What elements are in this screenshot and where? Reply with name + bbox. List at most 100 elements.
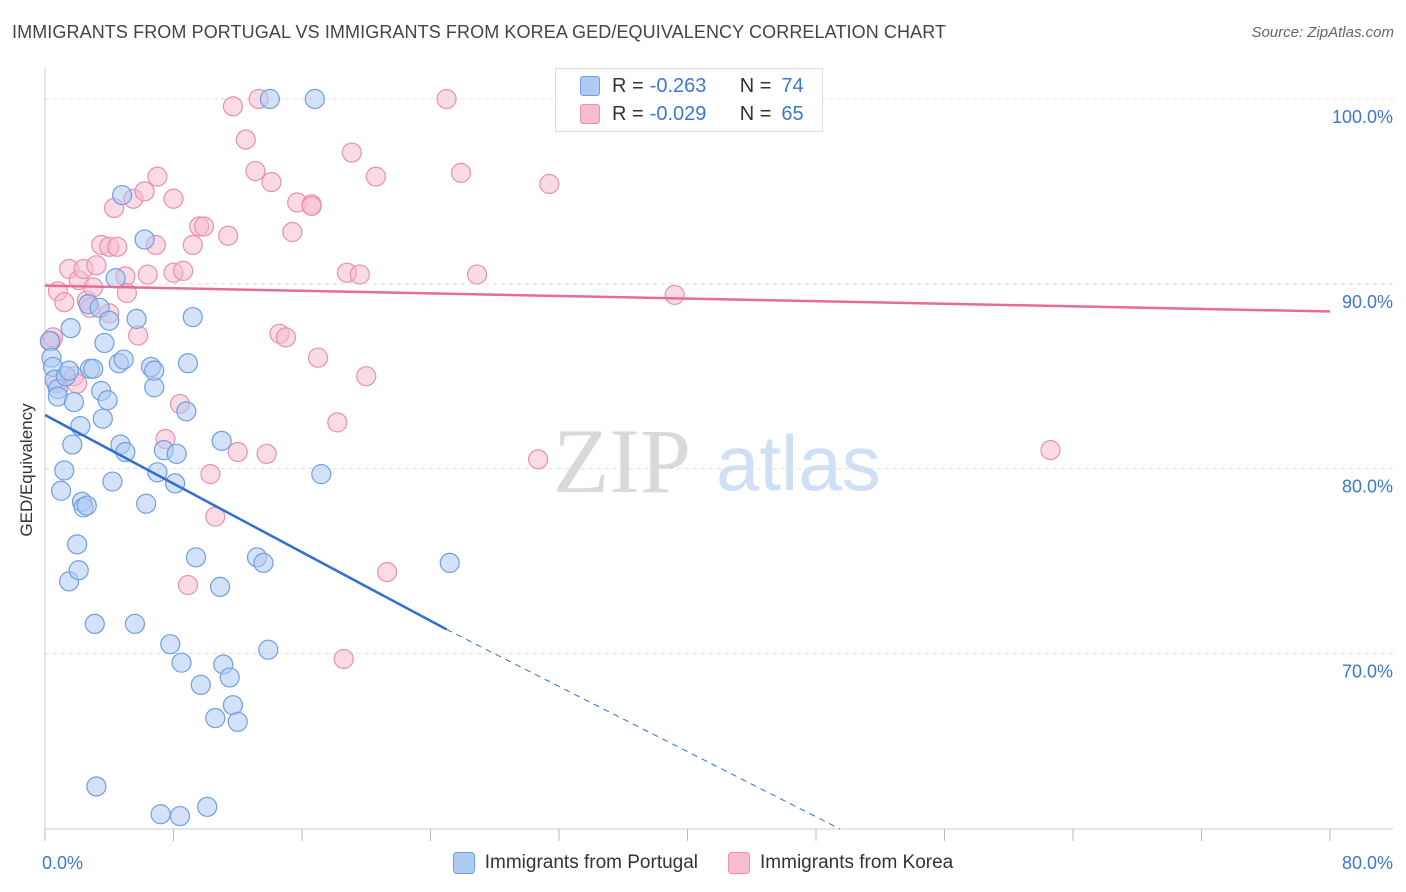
portugal-point <box>50 480 72 501</box>
legend-r-label: R = <box>612 74 644 97</box>
korea-point <box>349 264 370 285</box>
portugal-point <box>99 310 120 331</box>
korea-point <box>218 225 239 246</box>
portugal-point <box>304 88 325 110</box>
legend-swatch-portugal <box>580 76 600 96</box>
legend-item-portugal: Immigrants from Portugal <box>452 852 699 874</box>
korea-point <box>147 166 168 187</box>
portugal-point <box>258 639 279 660</box>
korea-point <box>163 188 184 209</box>
legend-r-value: -0.029 <box>649 102 707 125</box>
legend-n-value: 65 <box>781 102 804 125</box>
x-tick-label: 80.0% <box>1342 853 1393 873</box>
y-axis-label: GED/Equivalency <box>17 403 36 537</box>
korea-point <box>275 327 297 348</box>
legend-item-korea: Immigrants from Korea <box>728 852 953 874</box>
portugal-point <box>83 358 104 379</box>
portugal-point <box>176 401 197 422</box>
portugal-point <box>150 804 171 825</box>
portugal-point <box>68 560 89 581</box>
portugal-point <box>190 674 211 695</box>
legend-swatch-portugal <box>452 852 475 874</box>
korea-point <box>301 196 322 217</box>
korea-point <box>134 181 155 202</box>
korea-point <box>245 160 266 182</box>
portugal-trend-line <box>44 413 448 631</box>
korea-point <box>528 449 549 470</box>
axes <box>44 67 1393 841</box>
portugal-point <box>166 443 187 464</box>
legend-row-korea: R = -0.029 N = 65 <box>580 102 804 126</box>
portugal-point <box>54 460 75 481</box>
portugal-point <box>169 805 191 827</box>
korea-point <box>466 264 488 285</box>
portugal-points <box>39 88 460 827</box>
korea-point <box>86 255 107 276</box>
portugal-point <box>227 711 248 732</box>
source-label: Source: ZipAtlas.com <box>1251 24 1394 41</box>
portugal-point <box>105 268 126 289</box>
legend-n-label: N = <box>739 74 772 97</box>
portugal-point <box>84 613 105 634</box>
legend-r-label: R = <box>612 102 644 125</box>
portugal-point <box>311 464 332 485</box>
korea-point <box>307 347 329 368</box>
korea-point <box>539 173 560 195</box>
legend-row-portugal: R = -0.263 N = 74 <box>580 74 804 98</box>
korea-point <box>54 292 75 313</box>
portugal-point <box>219 667 240 688</box>
legend-swatch-korea <box>728 852 751 874</box>
portugal-point <box>185 547 207 568</box>
korea-point <box>200 464 221 485</box>
legend-r-value: -0.263 <box>649 74 707 97</box>
korea-point <box>664 284 685 305</box>
korea-point <box>450 162 472 183</box>
legend-label-portugal: Immigrants from Portugal <box>484 852 699 873</box>
korea-point <box>173 260 194 281</box>
y-tick-label: 80.0% <box>1342 477 1393 497</box>
korea-point <box>261 172 282 193</box>
portugal-point <box>197 796 218 817</box>
korea-point <box>222 96 244 117</box>
portugal-point <box>113 349 134 370</box>
legend-swatch-korea <box>580 104 600 124</box>
korea-point <box>365 166 386 187</box>
portugal-point <box>222 695 244 716</box>
korea-point <box>128 325 149 346</box>
gridlines <box>45 98 1393 654</box>
korea-point <box>177 574 199 596</box>
korea-point <box>182 234 203 256</box>
korea-point <box>235 129 256 150</box>
korea-point <box>256 443 277 464</box>
portugal-point <box>62 434 83 455</box>
y-tick-label: 90.0% <box>1342 292 1393 312</box>
portugal-point <box>111 184 133 206</box>
korea-point <box>282 221 303 243</box>
portugal-point <box>97 390 118 411</box>
legend-label-korea: Immigrants from Korea <box>760 852 954 873</box>
portugal-point <box>67 534 88 555</box>
portugal-point <box>94 332 115 354</box>
korea-point <box>333 648 354 670</box>
portugal-point <box>209 576 231 597</box>
portugal-point <box>60 318 81 339</box>
portugal-point <box>253 552 274 573</box>
portugal-point <box>86 776 107 797</box>
portugal-point <box>177 353 199 374</box>
portugal-point <box>92 408 113 429</box>
portugal-point <box>124 613 146 634</box>
portugal-point <box>126 308 147 329</box>
portugal-point <box>134 229 155 250</box>
portugal-point <box>76 495 97 516</box>
portugal-point <box>171 652 192 673</box>
portugal-point <box>205 708 226 729</box>
korea-trend-line <box>44 284 1331 313</box>
legend-n-value: 74 <box>781 74 804 97</box>
stats-legend: R = -0.263 N = 74 R = -0.029 N = 65 <box>555 68 823 132</box>
legend-n-label: N = <box>739 102 772 125</box>
portugal-point <box>136 493 157 514</box>
korea-point <box>227 441 248 463</box>
y-tick-label: 100.0% <box>1332 107 1393 127</box>
portugal-point <box>211 430 232 451</box>
portugal-point <box>63 391 85 413</box>
